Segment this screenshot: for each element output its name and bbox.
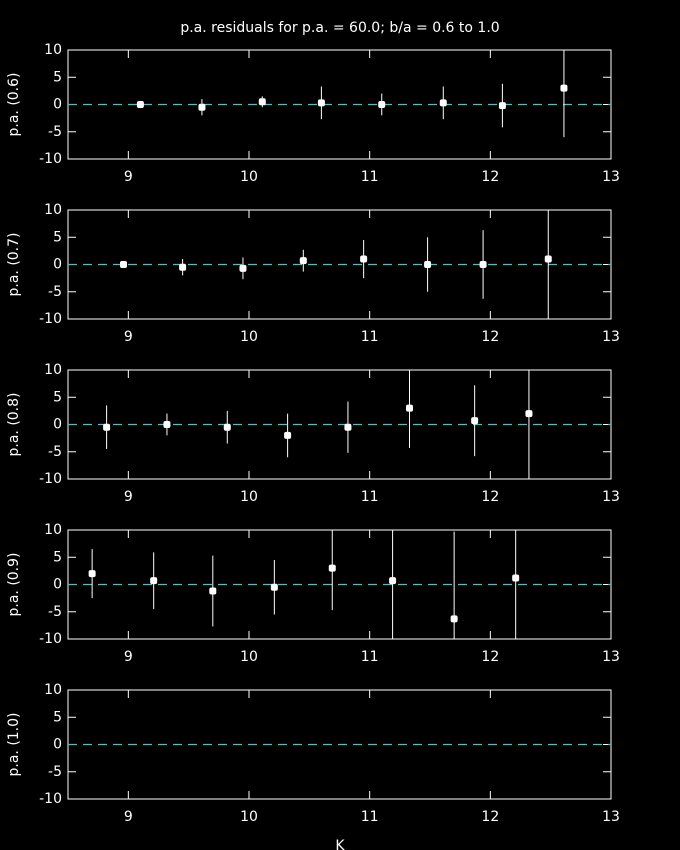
y-tick-label: 0 [53,577,62,593]
x-tick-label: 12 [481,649,499,665]
y-tick-label: 0 [53,257,62,273]
point [179,263,187,271]
y-tick-label: 10 [44,682,62,698]
x-tick-label: 12 [481,329,499,345]
point [150,577,158,585]
y-axis-label: p.a. (0.8) [6,392,22,456]
x-tick-label: 9 [124,329,133,345]
x-tick-label: 11 [361,809,379,825]
y-axis-label: p.a. (1.0) [6,712,22,776]
x-tick-label: 9 [124,809,133,825]
point [405,404,413,412]
point [198,103,206,111]
x-tick-label: 11 [361,649,379,665]
point [389,577,397,585]
y-tick-label: 10 [44,522,62,538]
x-tick-label: 9 [124,649,133,665]
point [360,255,368,263]
point [317,99,325,107]
point [284,431,292,439]
point [525,410,533,418]
x-tick-label: 10 [240,169,258,185]
y-tick-label: -10 [39,471,62,487]
point [424,261,432,268]
data-layer [136,50,568,138]
point [239,264,247,272]
data-layer [103,370,533,479]
y-tick-label: -10 [39,311,62,327]
y-tick-label: 10 [44,362,62,378]
point [163,421,171,428]
point [103,423,111,431]
y-axis-label: p.a. (0.9) [6,552,22,616]
figure-title: p.a. residuals for p.a. = 60.0; b/a = 0.… [180,20,499,36]
y-axis-label: p.a. (0.6) [6,72,22,136]
x-tick-label: 12 [481,489,499,505]
x-tick-label: 11 [361,329,379,345]
point [512,574,520,582]
point [328,564,336,572]
point [88,570,96,578]
y-tick-label: -5 [48,124,62,140]
x-axis-label: K [335,838,345,850]
data-layer [88,530,520,639]
x-tick-label: 10 [240,489,258,505]
y-tick-label: -5 [48,764,62,780]
x-tick-label: 9 [124,489,133,505]
point [439,99,447,107]
point [270,583,278,591]
x-tick-label: 10 [240,809,258,825]
point [258,98,266,106]
y-tick-label: 0 [53,97,62,113]
y-tick-label: 5 [53,229,62,245]
x-tick-label: 10 [240,329,258,345]
y-tick-label: 0 [53,737,62,753]
point [136,101,144,108]
point [560,84,568,92]
y-axis-label: p.a. (0.7) [6,232,22,296]
y-tick-label: 5 [53,69,62,85]
y-tick-label: 5 [53,709,62,725]
point [223,423,231,431]
x-tick-label: 11 [361,169,379,185]
y-tick-label: -5 [48,604,62,620]
y-tick-label: 10 [44,42,62,58]
x-tick-label: 11 [361,489,379,505]
x-tick-label: 13 [602,329,620,345]
y-tick-label: -5 [48,444,62,460]
x-tick-label: 13 [602,809,620,825]
y-tick-label: 5 [53,389,62,405]
x-tick-label: 13 [602,169,620,185]
point [209,587,217,595]
data-layer [120,210,552,319]
x-tick-label: 13 [602,649,620,665]
point [471,417,479,425]
point [344,423,352,431]
x-tick-label: 9 [124,169,133,185]
y-tick-label: -10 [39,631,62,647]
x-tick-label: 10 [240,649,258,665]
y-tick-label: -10 [39,791,62,807]
y-tick-label: 5 [53,549,62,565]
x-tick-label: 12 [481,809,499,825]
point [299,257,307,265]
point [544,255,552,263]
point [479,261,487,268]
y-tick-label: 0 [53,417,62,433]
x-tick-label: 13 [602,489,620,505]
y-tick-label: 10 [44,202,62,218]
y-tick-label: -10 [39,151,62,167]
point [498,102,506,110]
point [120,261,128,268]
x-tick-label: 12 [481,169,499,185]
point [450,615,458,623]
y-tick-label: -5 [48,284,62,300]
point [378,101,386,108]
